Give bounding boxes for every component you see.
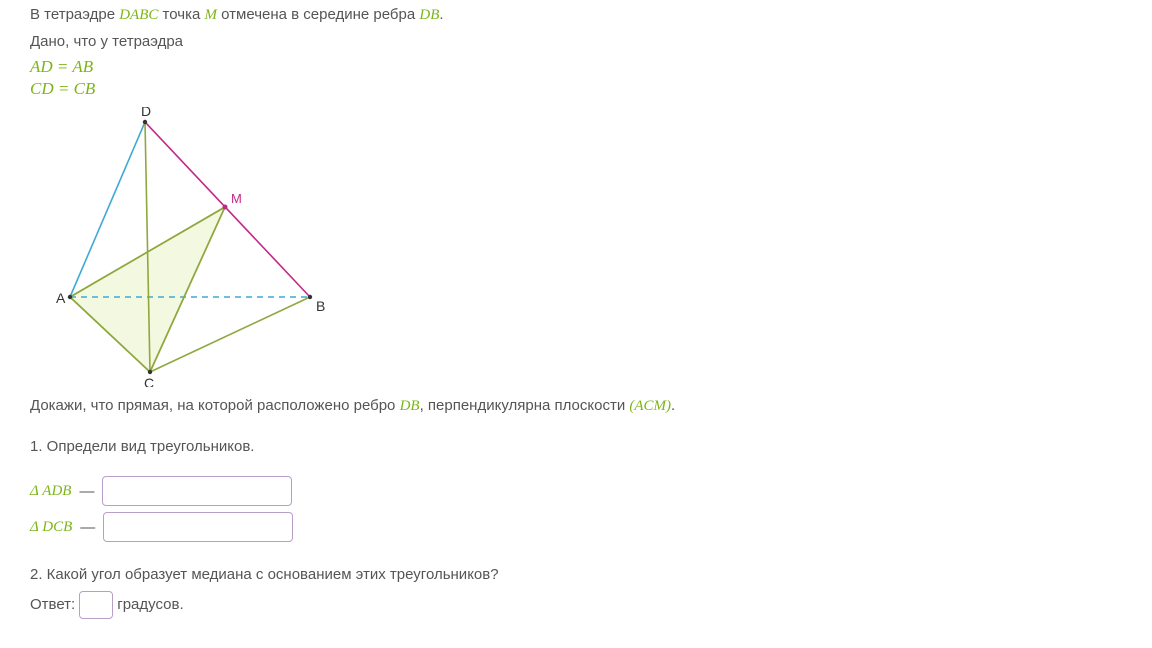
text: . <box>439 6 443 23</box>
triangle-1-input[interactable] <box>102 476 292 506</box>
intro-line-2: Дано, что у тетраэдра <box>30 31 1122 54</box>
triangle-row-2: Δ DCB — <box>30 512 1122 542</box>
svg-text:A: A <box>56 290 66 306</box>
dash: — <box>80 519 95 536</box>
eq-1: AD = AB <box>30 57 93 76</box>
math-DB2: DB <box>400 398 420 414</box>
math-DB: DB <box>419 7 439 23</box>
math-plane: (ACM) <box>629 398 671 414</box>
answer-line: Ответ: градусов. <box>30 591 1122 619</box>
text: Докажи, что прямая, на которой расположе… <box>30 397 400 414</box>
answer-label: Ответ: <box>30 596 75 613</box>
prove-line: Докажи, что прямая, на которой расположе… <box>30 395 1122 418</box>
text: точка <box>158 6 204 23</box>
dash: — <box>79 483 94 500</box>
svg-text:M: M <box>231 191 242 206</box>
triangle-row-1: Δ ADB — <box>30 476 1122 506</box>
tri-label-2: Δ DCB <box>30 519 72 536</box>
q1: 1. Определи вид треугольников. <box>30 436 1122 459</box>
intro-line-1: В тетраэдре DABC точка M отмечена в сере… <box>30 4 1122 27</box>
math-tetra: DABC <box>119 7 158 23</box>
triangle-2-input[interactable] <box>103 512 293 542</box>
q2: 2. Какой угол образует медиана с основан… <box>30 564 1122 587</box>
eq-2: CD = CB <box>30 79 95 98</box>
diagram-svg: A B C D M <box>30 107 330 387</box>
tetrahedron-diagram: A B C D M <box>30 107 1122 391</box>
svg-text:D: D <box>141 107 151 119</box>
math-M: M <box>204 7 217 23</box>
text: отмечена в середине ребра <box>217 6 419 23</box>
svg-text:C: C <box>144 375 154 387</box>
tri-label-1: Δ ADB <box>30 483 71 500</box>
text: , перпендикулярна плоскости <box>420 397 630 414</box>
svg-text:B: B <box>316 298 325 314</box>
text: . <box>671 397 675 414</box>
angle-input[interactable] <box>79 591 113 619</box>
text: В тетраэдре <box>30 6 119 23</box>
degrees-label: градусов. <box>117 596 183 613</box>
